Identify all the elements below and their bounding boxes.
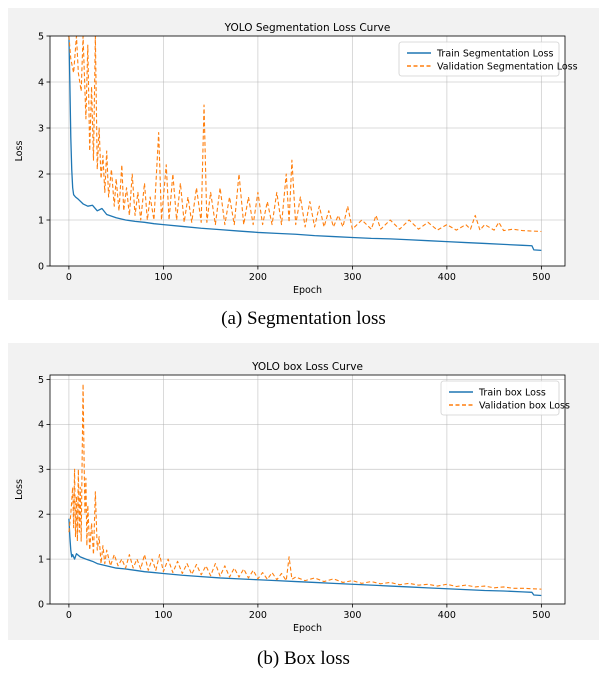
x-tick-label: 300 — [343, 610, 361, 621]
x-tick-label: 200 — [249, 272, 267, 283]
legend-box — [398, 41, 560, 77]
x-tick-label: 0 — [66, 610, 72, 621]
y-axis-label: Loss — [14, 479, 25, 500]
x-tick-label: 100 — [154, 272, 172, 283]
y-tick-label: 1 — [38, 215, 44, 226]
caption-box-loss: (b) Box loss — [257, 648, 350, 669]
x-tick-label: 500 — [532, 272, 550, 283]
x-tick-label: 200 — [249, 610, 267, 621]
y-tick-label: 4 — [38, 77, 44, 88]
segmentation-loss-plot: 0 100 200 300 400 500 0 1 2 3 4 5 YOLO Segmentation … — [14, 22, 578, 296]
y-tick-label: 0 — [38, 261, 44, 272]
caption-segmentation-loss: (a) Segmentation loss — [221, 308, 386, 329]
chart-title: YOLO Segmentation Loss Curve — [224, 22, 391, 34]
segmentation-loss-chart: 0 100 200 300 400 500 0 1 2 3 4 5 YOLO Segmentation … — [8, 8, 599, 300]
plot-frame — [49, 35, 566, 267]
legend-box — [440, 380, 560, 416]
x-axis-label: Epoch — [293, 623, 322, 634]
plot-frame — [49, 374, 566, 605]
y-tick-label: 3 — [38, 465, 44, 476]
x-tick-label: 400 — [438, 272, 456, 283]
y-tick-label: 1 — [38, 554, 44, 565]
series-line-train — [68, 518, 542, 597]
series-line-validation — [68, 36, 542, 233]
y-tick-label: 5 — [38, 375, 44, 386]
x-tick-label: 300 — [343, 272, 361, 283]
series-line-validation — [68, 383, 542, 590]
y-tick-label: 4 — [38, 420, 44, 431]
y-tick-label: 2 — [38, 509, 44, 520]
x-tick-label: 400 — [438, 610, 456, 621]
legend-label: Train box Loss — [478, 387, 546, 398]
y-tick-label: 3 — [38, 123, 44, 134]
x-tick-label: 500 — [532, 610, 550, 621]
box-loss-chart: 0 100 200 300 400 500 0 1 2 3 4 5 YOLO box Loss Curv… — [8, 343, 599, 640]
series-line-train — [68, 36, 542, 252]
y-tick-label: 5 — [38, 31, 44, 42]
x-tick-label: 0 — [66, 272, 72, 283]
legend-label: Validation Segmentation Loss — [437, 61, 578, 72]
chart-title: YOLO box Loss Curve — [251, 361, 363, 373]
x-axis-label: Epoch — [293, 285, 322, 296]
legend-label: Train Segmentation Loss — [436, 48, 553, 59]
y-tick-label: 0 — [38, 599, 44, 610]
y-axis-label: Loss — [14, 141, 25, 162]
y-tick-label: 2 — [38, 169, 44, 180]
legend-label: Validation box Loss — [479, 400, 570, 411]
box-loss-plot: 0 100 200 300 400 500 0 1 2 3 4 5 YOLO box Loss Curv… — [14, 361, 570, 634]
x-tick-label: 100 — [154, 610, 172, 621]
